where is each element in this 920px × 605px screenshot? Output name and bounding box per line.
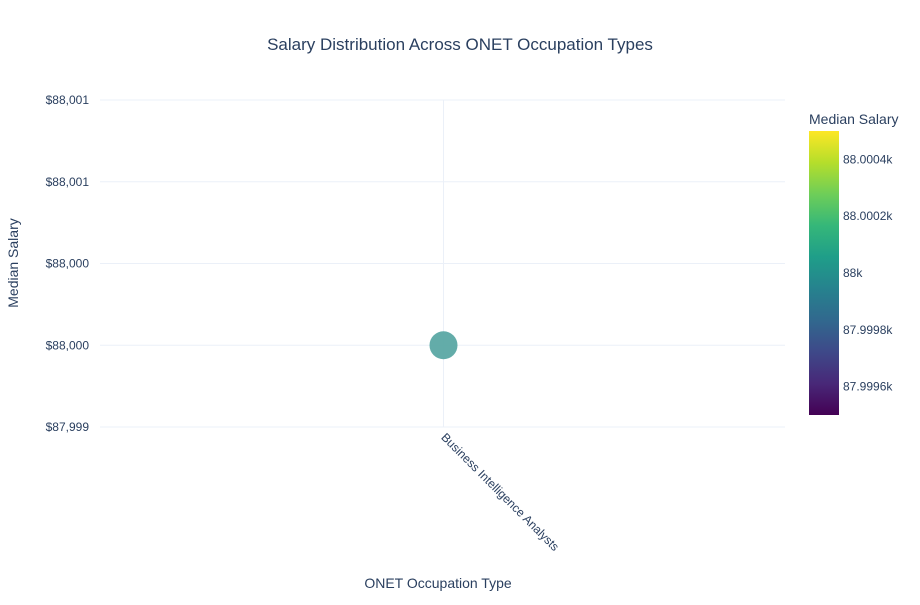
y-tick-label: $87,999: [46, 420, 90, 434]
colorbar-tick-label: 87.9996k: [843, 380, 893, 394]
data-point: [429, 331, 458, 360]
colorbar-tick-label: 88.0002k: [843, 209, 893, 223]
x-tick-label: Business Intelligence Analysts: [438, 430, 562, 554]
colorbar-tick-label: 87.9998k: [843, 323, 893, 337]
colorbar: Median Salary 88.0004k 88.0002k 88k 87.9998…: [809, 111, 899, 415]
colorbar-tick-label: 88k: [843, 266, 863, 280]
colorbar-title: Median Salary: [809, 111, 899, 127]
x-axis-ticks: Business Intelligence Analysts: [438, 430, 562, 554]
y-tick-label: $88,001: [46, 93, 90, 107]
chart-title: Salary Distribution Across ONET Occupati…: [267, 35, 653, 54]
x-axis-title: ONET Occupation Type: [364, 575, 512, 591]
data-points: [429, 331, 458, 360]
y-axis-title: Median Salary: [5, 218, 21, 308]
y-axis-ticks: $88,001 $88,001 $88,000 $88,000 $87,999: [46, 93, 90, 434]
colorbar-tick-label: 88.0004k: [843, 152, 893, 166]
y-tick-label: $88,001: [46, 175, 90, 189]
y-tick-label: $88,000: [46, 338, 90, 352]
colorbar-gradient: [809, 131, 839, 415]
grid-lines: [100, 99, 785, 428]
y-tick-label: $88,000: [46, 257, 90, 271]
colorbar-ticks: 88.0004k 88.0002k 88k 87.9998k 87.9996k: [843, 152, 893, 393]
